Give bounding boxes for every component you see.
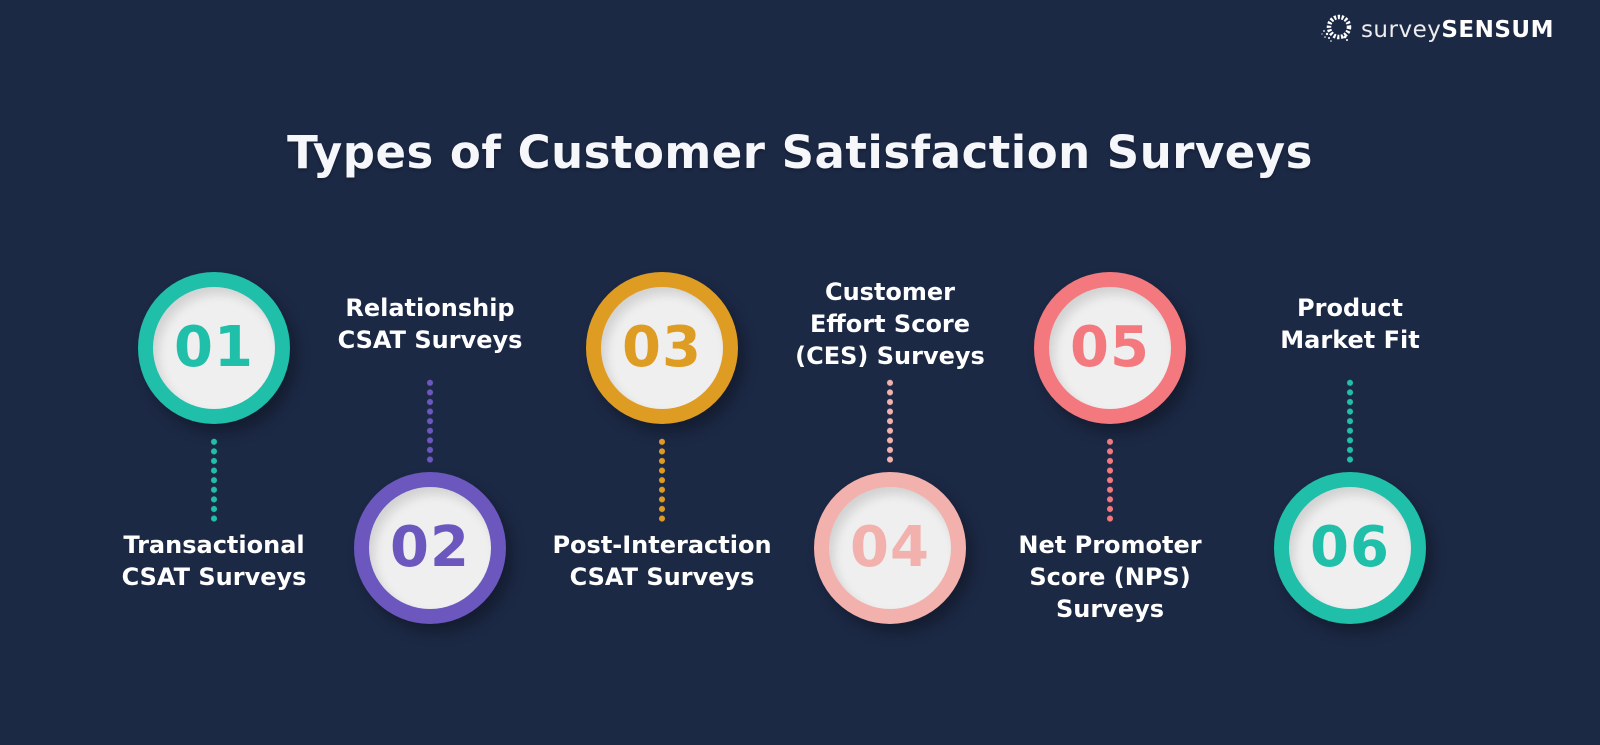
brand-name-light: survey bbox=[1360, 17, 1442, 43]
dotted-connector-04 bbox=[886, 378, 894, 464]
step-label-zone-04: Customer Effort Score (CES) Surveys bbox=[795, 272, 985, 378]
step-label-06: Product Market Fit bbox=[1280, 294, 1420, 354]
speckled-magnifier-icon bbox=[1321, 14, 1352, 42]
step-circle-04: 04 bbox=[814, 472, 966, 624]
step-number-04: 04 bbox=[850, 515, 930, 580]
step-number-03: 03 bbox=[622, 315, 702, 380]
step-circle-02-inner: 02 bbox=[369, 487, 491, 609]
step-label-05: Net Promoter Score (NPS) Surveys bbox=[1018, 531, 1202, 623]
step-circle-04-inner: 04 bbox=[829, 487, 951, 609]
brand-logo: surveySENSUM bbox=[1318, 12, 1554, 48]
step-label-04: Customer Effort Score (CES) Surveys bbox=[795, 278, 985, 370]
step-circle-01-inner: 01 bbox=[153, 287, 275, 409]
step-circle-03: 03 bbox=[586, 272, 738, 424]
survey-type-item-04: Customer Effort Score (CES) Surveys 04 bbox=[770, 272, 1010, 624]
brand-name-bold: SENSUM bbox=[1441, 17, 1554, 43]
step-label-zone-02: Relationship CSAT Surveys bbox=[338, 272, 523, 378]
step-circle-01: 01 bbox=[138, 272, 290, 424]
brand-name: surveySENSUM bbox=[1361, 17, 1554, 43]
step-label-zone-06: Product Market Fit bbox=[1280, 272, 1419, 378]
survey-type-item-05: 05 Net Promoter Score (NPS) Surveys bbox=[990, 272, 1230, 626]
step-number-01: 01 bbox=[174, 315, 254, 380]
step-circle-05: 05 bbox=[1034, 272, 1186, 424]
step-number-05: 05 bbox=[1070, 315, 1150, 380]
dotted-connector-02 bbox=[426, 378, 434, 464]
survey-type-item-01: 01 Transactional CSAT Surveys bbox=[94, 272, 334, 594]
dotted-connector-06 bbox=[1346, 378, 1354, 464]
step-circle-06: 06 bbox=[1274, 472, 1426, 624]
step-number-02: 02 bbox=[390, 515, 470, 580]
step-circle-03-inner: 03 bbox=[601, 287, 723, 409]
survey-type-item-02: Relationship CSAT Surveys 02 bbox=[310, 272, 550, 624]
step-circle-05-inner: 05 bbox=[1049, 287, 1171, 409]
step-label-02: Relationship CSAT Surveys bbox=[337, 294, 523, 354]
step-circle-02: 02 bbox=[354, 472, 506, 624]
dotted-connector-03 bbox=[658, 437, 666, 523]
step-number-06: 06 bbox=[1310, 515, 1390, 580]
step-circle-06-inner: 06 bbox=[1289, 487, 1411, 609]
dotted-connector-01 bbox=[210, 437, 218, 523]
survey-type-item-06: Product Market Fit 06 bbox=[1230, 272, 1470, 624]
step-label-03: Post-Interaction CSAT Surveys bbox=[552, 531, 772, 591]
step-label-01: Transactional CSAT Surveys bbox=[121, 531, 307, 591]
dotted-connector-05 bbox=[1106, 437, 1114, 523]
page-title: Types of Customer Satisfaction Surveys bbox=[287, 126, 1313, 179]
survey-type-item-03: 03 Post-Interaction CSAT Surveys bbox=[542, 272, 782, 594]
